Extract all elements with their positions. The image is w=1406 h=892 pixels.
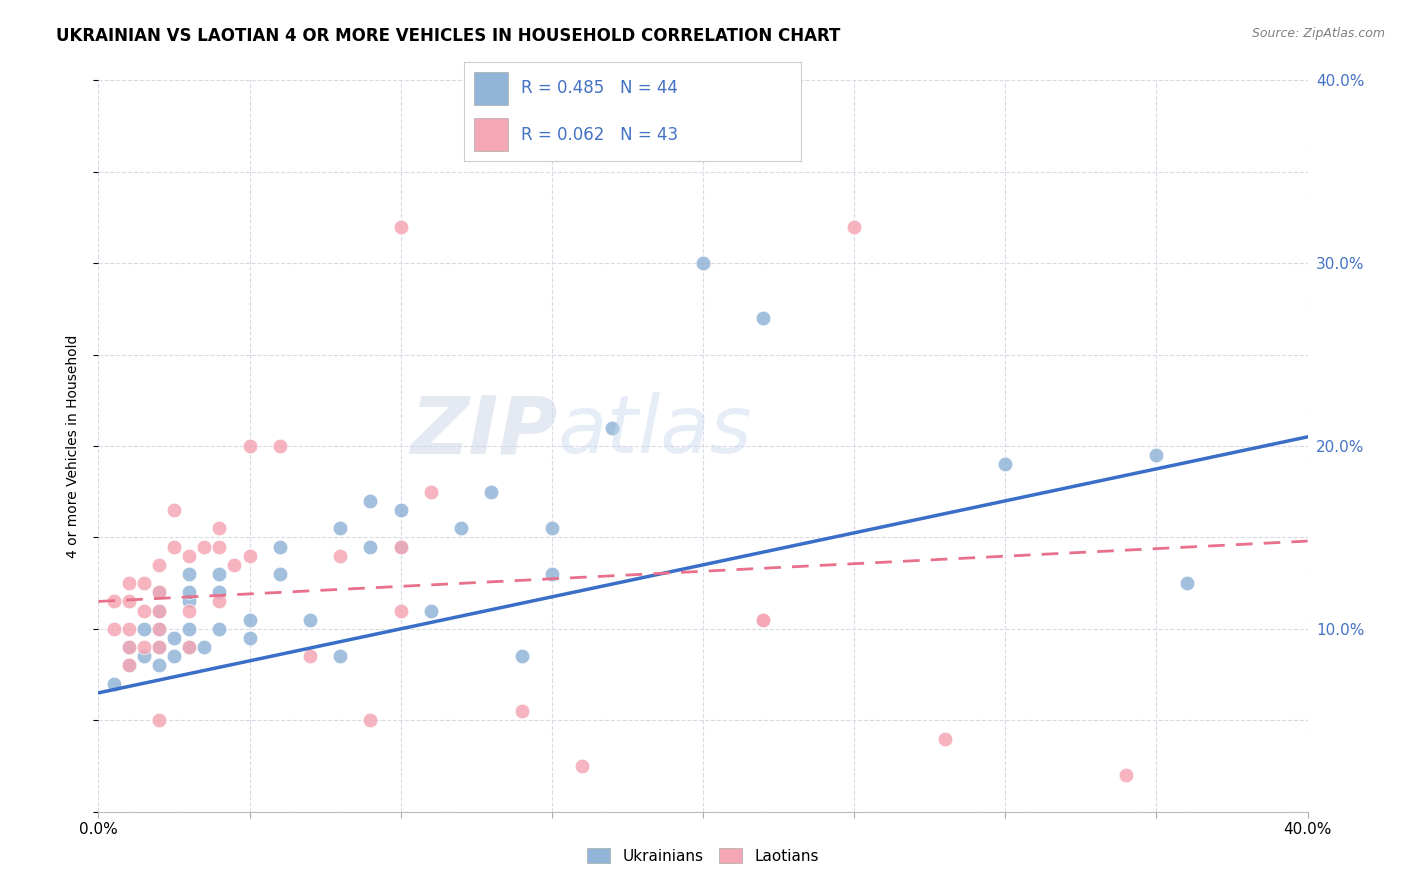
Point [329,649,352,664]
Point [602,421,624,435]
Point [118,640,141,655]
Point [132,622,155,636]
Point [450,521,472,535]
Point [571,759,593,773]
Point [692,256,714,270]
Point [239,613,262,627]
Text: ZIP: ZIP [411,392,558,470]
Point [208,540,231,554]
Point [148,622,170,636]
Point [389,219,412,234]
Point [269,540,291,554]
Point [239,439,262,453]
Point [420,484,443,499]
Point [540,521,562,535]
Point [208,594,231,608]
Point [1144,448,1167,462]
Point [132,649,155,664]
Point [148,558,170,572]
Text: R = 0.485   N = 44: R = 0.485 N = 44 [522,79,678,97]
Point [239,631,262,645]
Point [148,658,170,673]
Bar [474,72,508,104]
Point [118,622,141,636]
Point [163,631,186,645]
Point [179,594,201,608]
Point [118,658,141,673]
Point [132,603,155,617]
Point [179,640,201,655]
Point [163,540,186,554]
Point [389,503,412,517]
Point [193,540,215,554]
Point [481,484,503,499]
Point [269,439,291,453]
Point [208,622,231,636]
Point [844,219,866,234]
Point [179,585,201,599]
Point [329,521,352,535]
Point [329,549,352,563]
Point [179,622,201,636]
Point [208,567,231,582]
Text: Source: ZipAtlas.com: Source: ZipAtlas.com [1251,27,1385,40]
Point [179,549,201,563]
Point [510,704,533,718]
Point [148,585,170,599]
Point [360,494,382,508]
Point [752,613,775,627]
Bar [474,119,508,151]
Point [148,622,170,636]
Text: atlas: atlas [558,392,752,470]
Point [193,640,215,655]
Point [269,567,291,582]
Point [148,640,170,655]
Point [103,622,125,636]
Point [118,658,141,673]
Point [994,457,1017,471]
Point [148,640,170,655]
Point [148,603,170,617]
Point [118,576,141,591]
Point [118,594,141,608]
Legend: Ukrainians, Laotians: Ukrainians, Laotians [581,842,825,870]
Point [299,649,322,664]
Point [360,540,382,554]
Point [118,640,141,655]
Point [132,576,155,591]
Point [934,731,956,746]
Point [752,613,775,627]
Point [420,603,443,617]
Point [163,649,186,664]
Point [208,585,231,599]
Point [224,558,246,572]
Point [208,521,231,535]
Point [389,603,412,617]
Point [239,549,262,563]
Y-axis label: 4 or more Vehicles in Household: 4 or more Vehicles in Household [66,334,80,558]
Point [389,540,412,554]
Point [1115,768,1137,782]
Point [148,585,170,599]
Point [163,503,186,517]
Point [103,594,125,608]
Point [103,676,125,690]
Text: UKRAINIAN VS LAOTIAN 4 OR MORE VEHICLES IN HOUSEHOLD CORRELATION CHART: UKRAINIAN VS LAOTIAN 4 OR MORE VEHICLES … [56,27,841,45]
Point [389,540,412,554]
Point [179,567,201,582]
Point [148,603,170,617]
Point [299,613,322,627]
Point [1175,576,1198,591]
Point [179,640,201,655]
Text: R = 0.062   N = 43: R = 0.062 N = 43 [522,126,679,144]
Point [752,310,775,325]
Point [540,567,562,582]
Point [179,603,201,617]
Point [510,649,533,664]
Point [148,714,170,728]
Point [132,640,155,655]
Point [360,714,382,728]
